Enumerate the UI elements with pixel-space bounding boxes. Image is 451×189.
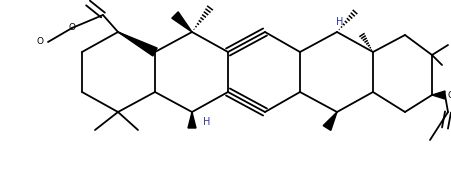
Text: O: O	[69, 23, 75, 33]
Polygon shape	[172, 12, 192, 32]
Polygon shape	[118, 32, 157, 56]
Text: H: H	[336, 17, 344, 27]
Text: O: O	[447, 91, 451, 99]
Polygon shape	[432, 91, 445, 99]
Text: O: O	[37, 37, 43, 46]
Polygon shape	[188, 112, 196, 128]
Polygon shape	[323, 112, 337, 130]
Text: H: H	[203, 117, 211, 127]
